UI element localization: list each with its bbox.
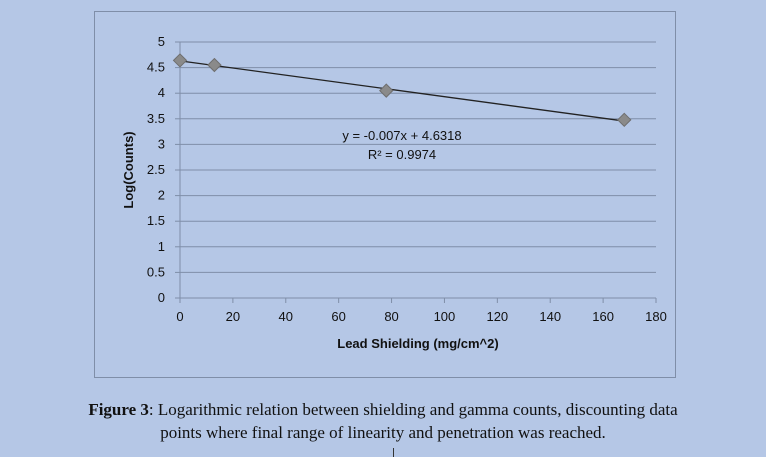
y-tick-label: 1.5 (147, 213, 165, 228)
data-point (207, 57, 222, 73)
x-tick-label: 80 (384, 309, 398, 324)
figure-label: Figure 3 (88, 400, 149, 419)
figure-caption-line1: Figure 3: Logarithmic relation between s… (0, 400, 766, 420)
trendline-r-squared: R² = 0.9974 (368, 147, 436, 162)
text-cursor-mark (393, 448, 394, 457)
y-tick-label: 0 (158, 290, 165, 305)
x-tick-label: 0 (176, 309, 183, 324)
trendline-group (179, 60, 625, 122)
y-tick-labels: 0 0.5 1 1.5 2 2.5 3 3.5 4 4.5 5 (147, 34, 165, 305)
figure-caption-line2: points where final range of linearity an… (160, 423, 606, 442)
chart-area: 0 0.5 1 1.5 2 2.5 3 3.5 4 4.5 5 0 20 40 60 80 100 120 140… (94, 11, 676, 378)
y-tick-label: 1 (158, 239, 165, 254)
x-tick-label: 20 (226, 309, 240, 324)
data-point (379, 83, 394, 98)
trendline-equation: y = -0.007x + 4.6318 (342, 128, 461, 143)
x-tick-label: 40 (279, 309, 293, 324)
data-point (172, 53, 188, 68)
y-tick-label: 3.5 (147, 111, 165, 126)
x-axis-title: Lead Shielding (mg/cm^2) (337, 336, 498, 351)
y-axis-title: Log(Counts) (121, 131, 136, 208)
trendline (179, 60, 625, 122)
x-tick-label: 140 (539, 309, 561, 324)
y-tick-label: 4.5 (147, 60, 165, 75)
caption-text-1: : Logarithmic relation between shielding… (148, 400, 678, 419)
data-point (617, 112, 632, 128)
x-tick-label: 180 (645, 309, 667, 324)
y-tick-label: 2 (158, 188, 165, 203)
y-tick-label: 0.5 (147, 264, 165, 279)
chart-plot: 0 0.5 1 1.5 2 2.5 3 3.5 4 4.5 5 0 20 40 60 80 100 120 140… (121, 34, 667, 351)
x-tick-labels: 0 20 40 60 80 100 120 140 160 180 (176, 309, 666, 324)
y-tick-label: 2.5 (147, 162, 165, 177)
y-tick-label: 3 (158, 136, 165, 151)
y-tick-label: 5 (158, 34, 165, 49)
y-tick-label: 4 (158, 85, 165, 100)
gridlines (180, 41, 656, 273)
x-tick-label: 100 (434, 309, 456, 324)
x-tick-label: 120 (486, 309, 508, 324)
x-tick-label: 160 (592, 309, 614, 324)
data-points (172, 53, 632, 128)
x-tick-label: 60 (331, 309, 345, 324)
axes (175, 41, 657, 303)
